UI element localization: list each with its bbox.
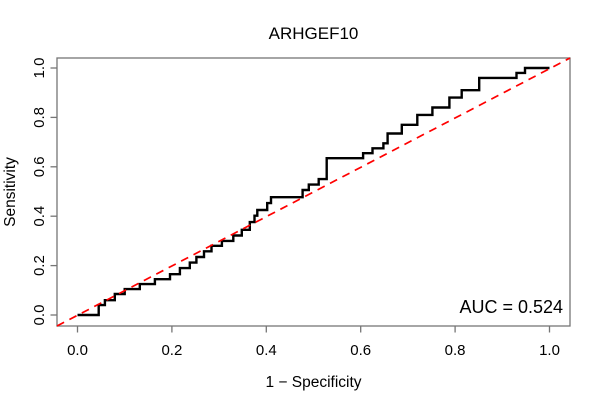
y-axis-tick-label: 0.6: [31, 156, 48, 177]
plot-box-border: [56, 57, 571, 327]
plot-title: ARHGEF10: [269, 24, 359, 43]
y-axis-label: Sensitivity: [2, 157, 19, 227]
reference-diagonal-line: [56, 57, 571, 327]
axis-ticks: 0.0 0.2 0.4 0.6 0.8 1.0 0.0 0.2 0.4 0.6 0.8 1.0: [31, 58, 560, 359]
y-axis-tick-label: 0.0: [31, 305, 48, 326]
x-axis-tick-label: 0.4: [256, 342, 277, 359]
y-axis-tick-label: 1.0: [31, 58, 48, 79]
x-axis-tick-label: 0.8: [445, 342, 466, 359]
y-axis-tick-label: 0.2: [31, 255, 48, 276]
x-axis-tick-label: 1.0: [539, 342, 560, 359]
y-axis-tick-label: 0.4: [31, 206, 48, 227]
auc-annotation: AUC = 0.524: [459, 297, 563, 317]
x-axis-label: 1 − Specificity: [265, 374, 361, 391]
plot-series: [56, 57, 571, 327]
y-axis-tick-label: 0.8: [31, 107, 48, 128]
x-axis-tick-label: 0.0: [67, 342, 88, 359]
x-axis-tick-label: 0.2: [161, 342, 182, 359]
roc-curve-line: [77, 66, 550, 317]
x-axis-tick-label: 0.6: [350, 342, 371, 359]
